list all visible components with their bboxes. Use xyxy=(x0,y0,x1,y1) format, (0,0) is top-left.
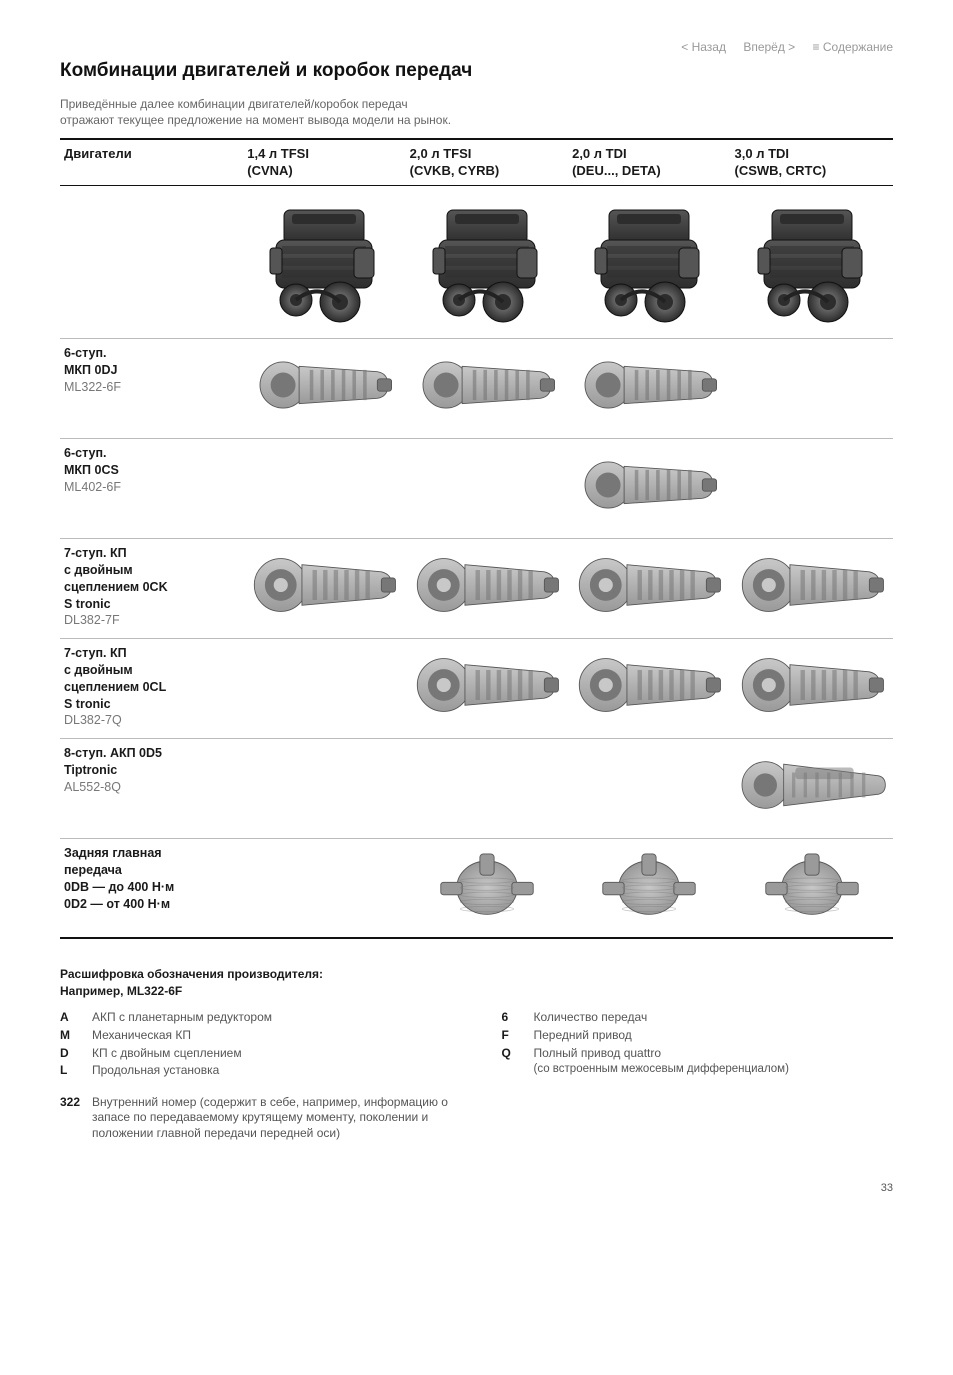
cell-r2-1 xyxy=(243,438,405,538)
legend-row: F Передний привод xyxy=(502,1028,894,1044)
cell-r3-4 xyxy=(731,538,893,638)
legend-key: M xyxy=(60,1028,92,1044)
legend-key: 6 xyxy=(502,1010,534,1026)
cell-r1-1 xyxy=(243,338,405,438)
table-row: 6-ступ.МКП 0DJML322-6F xyxy=(60,338,893,438)
col-head-2: 2,0 л TFSI(CVKB, CYRB) xyxy=(406,139,568,185)
table-row: Задняя главнаяпередача0DB — до 400 Н·м0D… xyxy=(60,838,893,938)
cell-r5-3 xyxy=(568,738,730,838)
cell-r4-4 xyxy=(731,638,893,738)
row-label: 7-ступ. КПс двойнымсцеплением 0CLS troni… xyxy=(60,638,243,738)
legend-key: Q xyxy=(502,1046,534,1078)
cell-r6-1 xyxy=(243,838,405,938)
legend-val-322: Внутренний номер (содержит в себе, напри… xyxy=(92,1095,472,1142)
legend-heading: Расшифровка обозначения производителя: xyxy=(60,967,893,981)
table-row: 6-ступ.МКП 0CSML402-6F xyxy=(60,438,893,538)
cell-r5-1 xyxy=(243,738,405,838)
page-subtitle: Приведённые далее комбинации двигателей/… xyxy=(60,96,460,128)
cell-r5-2 xyxy=(406,738,568,838)
col-head-1: 1,4 л TFSI(CVNA) xyxy=(243,139,405,185)
legend-val: КП с двойным сцеплением xyxy=(92,1046,242,1062)
cell-r6-2 xyxy=(406,838,568,938)
cell-r2-4 xyxy=(731,438,893,538)
top-nav: < Назад Вперёд > ≡ Содержание xyxy=(60,40,893,54)
table-row: 7-ступ. КПс двойнымсцеплением 0CKS troni… xyxy=(60,538,893,638)
cell-r1-3 xyxy=(568,338,730,438)
cell-r4-3 xyxy=(568,638,730,738)
cell-r6-4 xyxy=(731,838,893,938)
cell-r1-2 xyxy=(406,338,568,438)
cell-r6-3 xyxy=(568,838,730,938)
cell-r1-4 xyxy=(731,338,893,438)
legend-key: L xyxy=(60,1063,92,1079)
legend-val: Механическая КП xyxy=(92,1028,191,1044)
cell-r2-2 xyxy=(406,438,568,538)
legend-val: Передний привод xyxy=(534,1028,632,1044)
engine-image-4 xyxy=(731,185,893,338)
legend-val: АКП с планетарным редуктором xyxy=(92,1010,272,1026)
cell-r3-2 xyxy=(406,538,568,638)
nav-contents[interactable]: ≡ Содержание xyxy=(813,40,893,54)
legend: Расшифровка обозначения производителя: Н… xyxy=(60,967,893,1141)
page-title: Комбинации двигателей и коробок передач xyxy=(60,60,893,82)
legend-col-left: A АКП с планетарным редукторомM Механиче… xyxy=(60,1010,452,1080)
legend-row: Q Полный привод quattro(со встроенным ме… xyxy=(502,1046,894,1078)
cell-r4-2 xyxy=(406,638,568,738)
legend-row: D КП с двойным сцеплением xyxy=(60,1046,452,1062)
legend-row: L Продольная установка xyxy=(60,1063,452,1079)
legend-key: F xyxy=(502,1028,534,1044)
legend-row: 6 Количество передач xyxy=(502,1010,894,1026)
legend-key: A xyxy=(60,1010,92,1026)
page-number: 33 xyxy=(60,1182,893,1194)
row-label: 6-ступ.МКП 0DJML322-6F xyxy=(60,338,243,438)
row-label: Задняя главнаяпередача0DB — до 400 Н·м0D… xyxy=(60,838,243,938)
engine-image-2 xyxy=(406,185,568,338)
legend-example: Например, ML322-6F xyxy=(60,984,893,998)
cell-r5-4 xyxy=(731,738,893,838)
row-label: 7-ступ. КПс двойнымсцеплением 0CKS troni… xyxy=(60,538,243,638)
table-row: 8-ступ. АКП 0D5TiptronicAL552-8Q xyxy=(60,738,893,838)
legend-row: A АКП с планетарным редуктором xyxy=(60,1010,452,1026)
col-head-label: Двигатели xyxy=(60,139,243,185)
legend-322: 322 Внутренний номер (содержит в себе, н… xyxy=(60,1095,893,1142)
legend-row: M Механическая КП xyxy=(60,1028,452,1044)
engine-image-3 xyxy=(568,185,730,338)
legend-key-322: 322 xyxy=(60,1095,92,1142)
engine-image-row xyxy=(60,185,893,338)
nav-forward[interactable]: Вперёд > xyxy=(743,40,795,54)
col-head-3: 2,0 л TDI(DEU..., DETA) xyxy=(568,139,730,185)
legend-val: Количество передач xyxy=(534,1010,648,1026)
legend-val: Полный привод quattro(со встроенным межо… xyxy=(534,1046,789,1078)
legend-val: Продольная установка xyxy=(92,1063,219,1079)
legend-col-right: 6 Количество передачF Передний приводQ П… xyxy=(502,1010,894,1080)
engine-image-1 xyxy=(243,185,405,338)
table-row: 7-ступ. КПс двойнымсцеплением 0CLS troni… xyxy=(60,638,893,738)
table-header-row: Двигатели 1,4 л TFSI(CVNA) 2,0 л TFSI(CV… xyxy=(60,139,893,185)
cell-r4-1 xyxy=(243,638,405,738)
legend-key: D xyxy=(60,1046,92,1062)
cell-r3-3 xyxy=(568,538,730,638)
col-head-4: 3,0 л TDI(CSWB, CRTC) xyxy=(731,139,893,185)
row-label: 8-ступ. АКП 0D5TiptronicAL552-8Q xyxy=(60,738,243,838)
cell-r2-3 xyxy=(568,438,730,538)
cell-r3-1 xyxy=(243,538,405,638)
nav-back[interactable]: < Назад xyxy=(681,40,726,54)
compat-table: Двигатели 1,4 л TFSI(CVNA) 2,0 л TFSI(CV… xyxy=(60,138,893,939)
row-label: 6-ступ.МКП 0CSML402-6F xyxy=(60,438,243,538)
